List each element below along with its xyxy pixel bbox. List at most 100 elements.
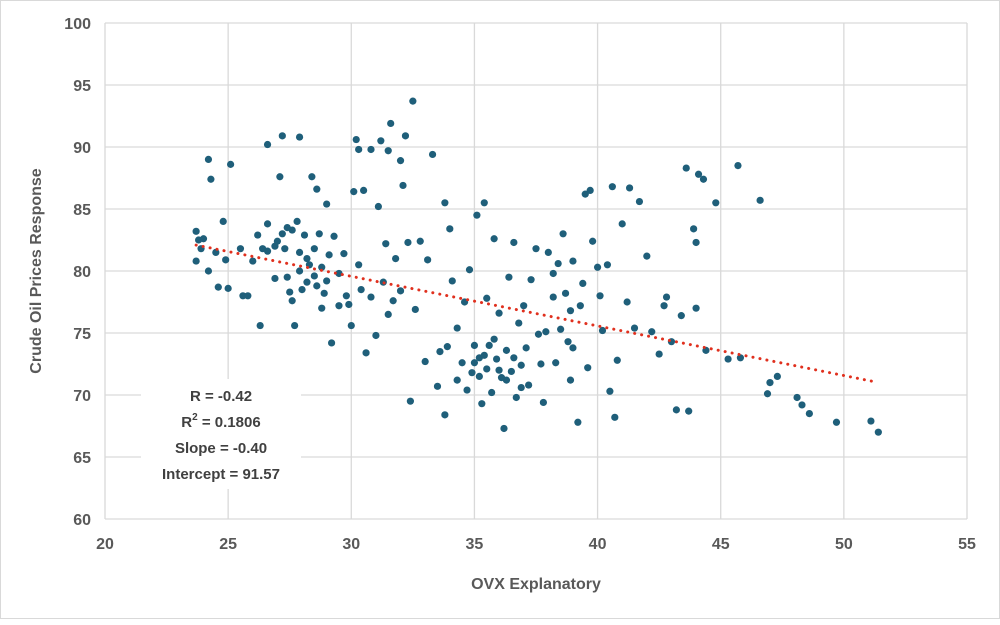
- stats-annotation: R = -0.42 R2 = 0.1806 Slope = -0.40 Inte…: [141, 379, 301, 489]
- data-point: [561, 289, 570, 297]
- data-point: [625, 184, 634, 192]
- data-point: [483, 294, 491, 302]
- x-tick-label: 20: [96, 536, 114, 553]
- data-point: [295, 133, 304, 141]
- data-point: [227, 160, 235, 168]
- data-point: [470, 359, 479, 367]
- data-point: [315, 230, 323, 238]
- data-point: [399, 181, 407, 190]
- data-point: [384, 147, 392, 155]
- data-point: [500, 424, 508, 433]
- data-point: [832, 418, 841, 426]
- data-point: [377, 137, 385, 145]
- data-point: [648, 328, 656, 336]
- data-point: [542, 328, 550, 336]
- data-point: [566, 376, 575, 384]
- y-tick-label: 75: [73, 326, 91, 343]
- data-point: [618, 220, 626, 228]
- data-point: [318, 304, 326, 312]
- data-point: [502, 376, 511, 384]
- data-point: [310, 272, 318, 280]
- data-point: [199, 235, 208, 243]
- data-point: [453, 324, 461, 332]
- data-point: [611, 413, 619, 421]
- data-point: [495, 309, 503, 317]
- data-point: [271, 242, 279, 250]
- data-point: [256, 321, 264, 330]
- data-point: [507, 367, 515, 376]
- data-point: [660, 302, 668, 310]
- data-point: [773, 372, 781, 380]
- data-point: [581, 190, 589, 198]
- data-point: [424, 256, 432, 264]
- data-point: [382, 240, 390, 248]
- data-point: [335, 269, 343, 278]
- data-point: [559, 230, 567, 238]
- annotation-intercept: Intercept = 91.57: [162, 466, 280, 483]
- y-tick-label: 100: [64, 16, 91, 33]
- data-point: [662, 293, 671, 301]
- data-point: [473, 211, 481, 219]
- data-point: [374, 202, 382, 211]
- data-point: [690, 225, 698, 233]
- y-tick-label: 85: [73, 202, 91, 219]
- data-point: [685, 407, 693, 415]
- data-point: [483, 365, 491, 373]
- data-point: [694, 170, 703, 178]
- data-point: [465, 266, 474, 274]
- annotation-slope: Slope = -0.40: [175, 440, 267, 457]
- data-point: [384, 310, 392, 318]
- data-point: [798, 401, 806, 409]
- data-point: [458, 359, 466, 367]
- y-tick-label: 60: [73, 512, 91, 529]
- data-point: [443, 343, 451, 351]
- data-point: [293, 217, 301, 225]
- x-tick-label: 30: [342, 536, 360, 553]
- data-point: [303, 255, 311, 263]
- data-point: [623, 298, 631, 306]
- data-point: [222, 256, 230, 264]
- data-point: [207, 175, 215, 183]
- data-point: [313, 282, 321, 290]
- data-point: [502, 346, 511, 354]
- data-point: [712, 199, 720, 207]
- x-axis-title: OVX Explanatory: [471, 576, 601, 593]
- data-point: [416, 237, 424, 245]
- data-point: [401, 132, 410, 140]
- data-point: [564, 338, 572, 346]
- data-point: [409, 97, 417, 105]
- data-point: [263, 247, 272, 255]
- data-point: [593, 263, 602, 271]
- x-tick-label: 55: [958, 536, 976, 553]
- data-point: [345, 300, 353, 309]
- data-point: [490, 235, 498, 243]
- data-point: [525, 381, 533, 389]
- data-point: [291, 321, 299, 330]
- data-point: [219, 217, 227, 225]
- data-point: [441, 411, 449, 419]
- data-point: [566, 307, 575, 315]
- data-point: [278, 132, 286, 140]
- data-point: [492, 355, 501, 363]
- data-point: [692, 304, 700, 312]
- data-point: [480, 351, 488, 359]
- data-point: [428, 150, 437, 159]
- data-point: [367, 293, 375, 301]
- data-point: [480, 199, 488, 207]
- data-point: [485, 341, 493, 349]
- data-point: [204, 155, 213, 163]
- data-point: [347, 321, 355, 330]
- data-point: [236, 245, 245, 253]
- data-point: [340, 250, 348, 258]
- data-point: [342, 292, 350, 300]
- data-point: [295, 248, 304, 256]
- data-point: [244, 292, 252, 300]
- data-point: [327, 339, 336, 347]
- data-points: [192, 97, 882, 436]
- data-point: [793, 393, 801, 402]
- data-point: [396, 157, 405, 165]
- data-point: [335, 302, 343, 310]
- data-point: [520, 302, 528, 310]
- data-point: [214, 283, 222, 291]
- data-point: [263, 140, 272, 149]
